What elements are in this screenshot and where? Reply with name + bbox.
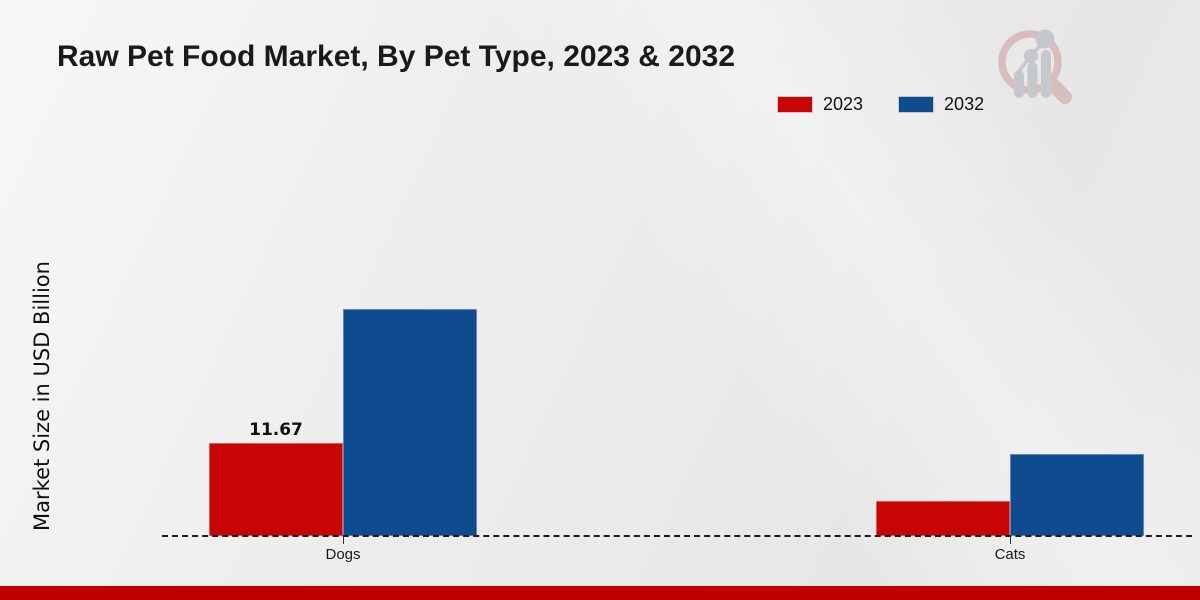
bar-dogs-2023	[209, 443, 343, 536]
magnifier-bar-chart-icon	[998, 29, 1072, 104]
legend-swatch-2023	[778, 97, 812, 112]
x-axis-baseline	[162, 535, 1192, 537]
bar-dogs-2032	[343, 309, 477, 536]
bar-cats-2032	[1010, 454, 1144, 536]
x-tick-label-cats: Cats	[994, 546, 1026, 563]
legend: 2023 2032	[778, 94, 984, 115]
x-tick-label-dogs: Dogs	[325, 546, 361, 563]
x-tick-dogs	[343, 537, 344, 544]
legend-label-2023: 2023	[823, 94, 864, 114]
legend-item-2032: 2032	[899, 94, 984, 115]
legend-swatch-2032	[899, 97, 934, 112]
market-research-future-logo-icon	[992, 22, 1086, 116]
bar-cats-2023	[876, 501, 1010, 536]
x-tick-cats	[1010, 537, 1011, 544]
footer-accent-bar	[0, 586, 1200, 600]
legend-label-2032: 2032	[944, 94, 985, 114]
chart-title: Raw Pet Food Market, By Pet Type, 2023 &…	[57, 40, 736, 73]
legend-item-2023: 2023	[778, 94, 863, 115]
bar-value-label-dogs-2023: 11.67	[249, 420, 303, 440]
